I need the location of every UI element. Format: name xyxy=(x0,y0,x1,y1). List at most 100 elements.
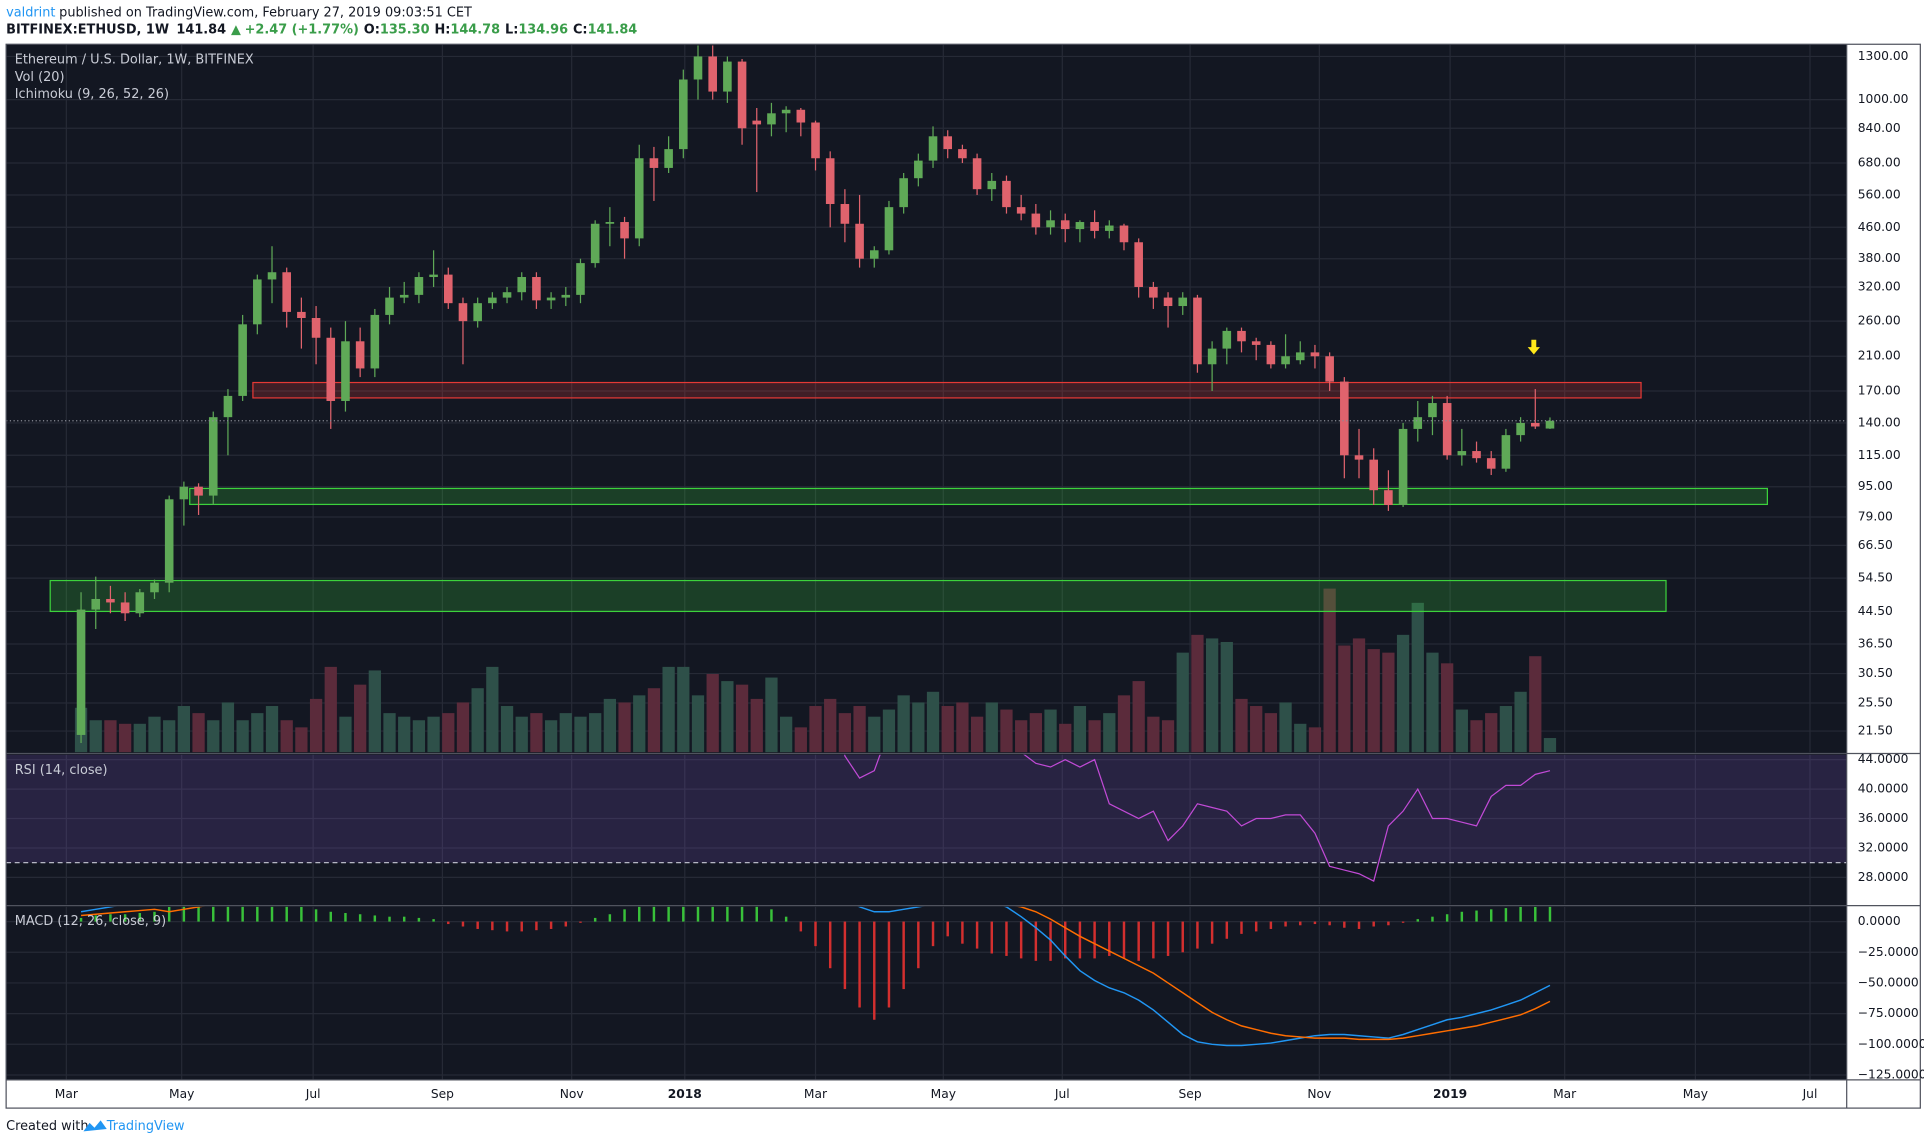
volume-bar xyxy=(574,716,587,753)
volume-bar xyxy=(1382,652,1395,753)
macd-histogram xyxy=(828,921,832,969)
candle-body xyxy=(1369,459,1378,491)
macd-histogram xyxy=(799,921,803,932)
macd-histogram xyxy=(564,921,568,927)
macd-histogram xyxy=(167,906,171,922)
macd-histogram xyxy=(858,921,861,1008)
volume-bar xyxy=(192,713,205,753)
volume-bar xyxy=(1000,709,1013,753)
macd-histogram xyxy=(1108,921,1111,956)
volume-bar xyxy=(339,716,352,753)
y-tick-label: 36.0000 xyxy=(1858,811,1909,825)
macd-histogram xyxy=(79,917,83,922)
chart-background xyxy=(6,44,1847,1109)
price-axis-strip xyxy=(1846,44,1921,1109)
change-arrow: ▲ xyxy=(231,22,241,37)
x-tick-label: Jul xyxy=(1802,1087,1818,1101)
macd-histogram xyxy=(1181,921,1184,953)
y-tick-label: 1300.00 xyxy=(1858,49,1909,63)
candle-body xyxy=(884,207,894,251)
candle-body xyxy=(1075,222,1085,230)
macd-histogram xyxy=(990,921,994,954)
volume-bar xyxy=(1264,713,1278,753)
axes: Mar May Jul Sep Nov 2018 Mar May Jul Sep Nov 2019 Ma… xyxy=(55,49,1924,1101)
macd-histogram xyxy=(593,917,597,922)
y-tick-label: 36.50 xyxy=(1858,637,1893,651)
volume-bar xyxy=(309,698,323,753)
macd-histogram xyxy=(1504,908,1508,922)
candle-body xyxy=(928,136,938,161)
y-tick-label: −25.0000 xyxy=(1858,945,1919,959)
volume-bar xyxy=(765,677,778,753)
volume-bar xyxy=(500,706,514,753)
macd-histogram xyxy=(652,906,656,922)
volume-bar xyxy=(1396,634,1410,753)
change: +2.47 (+1.77%) xyxy=(245,22,359,37)
volume-bar xyxy=(882,709,896,753)
macd-histogram xyxy=(902,921,905,990)
volume-bar xyxy=(735,684,749,753)
symbol-line: BITFINEX:ETHUSD, 1W 141.84 ▲ +2.47 (+1.77%)… xyxy=(6,22,637,37)
macd-histogram xyxy=(1078,921,1082,959)
user-link[interactable]: valdrint xyxy=(6,5,55,20)
candle-body xyxy=(1486,458,1496,469)
candle-body xyxy=(693,56,703,80)
volume-bar xyxy=(251,713,264,753)
macd-histogram xyxy=(696,906,700,922)
candle-body xyxy=(150,582,159,593)
volume-bar xyxy=(603,698,616,753)
symbol: BITFINEX:ETHUSD, 1W xyxy=(6,22,169,37)
candle-body xyxy=(825,158,835,205)
candle-body xyxy=(385,297,394,315)
candle-body xyxy=(135,592,145,614)
candle-body xyxy=(576,263,585,295)
volume-bar xyxy=(647,688,661,753)
candle-body xyxy=(1163,297,1173,307)
candle-body xyxy=(120,602,130,614)
volume-bar xyxy=(89,720,102,753)
volume-bar xyxy=(544,720,558,753)
ohlc-label: O: xyxy=(364,22,380,37)
candle-body xyxy=(649,158,659,168)
candle-body xyxy=(1516,422,1525,436)
candle-body xyxy=(473,303,482,322)
candle-body xyxy=(1384,490,1393,506)
candle-body xyxy=(1354,455,1364,460)
candle-body xyxy=(370,314,380,369)
volume-bar xyxy=(1294,723,1307,753)
macd-histogram xyxy=(1093,921,1096,959)
y-tick-label: 1000.00 xyxy=(1858,92,1909,106)
macd-histogram xyxy=(402,916,406,922)
volume-bar xyxy=(1161,720,1175,753)
rsi-pane xyxy=(6,754,1847,905)
candle-body xyxy=(238,324,247,396)
footer-brand[interactable]: TradingView xyxy=(106,1119,185,1134)
candle-body xyxy=(987,180,997,190)
candle-body xyxy=(1295,352,1305,361)
macd-histogram xyxy=(1489,909,1493,922)
volume-bar xyxy=(941,706,954,753)
macd-histogram xyxy=(241,906,244,922)
candle-body xyxy=(458,303,468,322)
y-tick-label: 140.00 xyxy=(1858,415,1901,429)
volume-bar xyxy=(1176,652,1189,753)
zone xyxy=(49,579,1667,613)
volume-bar xyxy=(368,670,381,753)
candle-body xyxy=(282,272,291,312)
volume-bar xyxy=(456,702,470,753)
y-tick-label: 210.00 xyxy=(1858,349,1901,363)
macd-histogram xyxy=(138,913,142,922)
macd-histogram xyxy=(623,909,626,922)
x-tick-label: Sep xyxy=(1179,1087,1202,1101)
y-tick-label: 260.00 xyxy=(1858,314,1901,328)
volume-bar xyxy=(104,720,117,753)
macd-histogram xyxy=(711,906,714,922)
candle-body xyxy=(664,149,673,168)
macd-histogram xyxy=(770,909,773,922)
time-axis-strip xyxy=(6,1079,1847,1109)
candle-body xyxy=(561,294,571,298)
volume-bar xyxy=(559,713,572,753)
macd-histogram xyxy=(1005,921,1008,956)
price-pane xyxy=(6,44,1847,753)
